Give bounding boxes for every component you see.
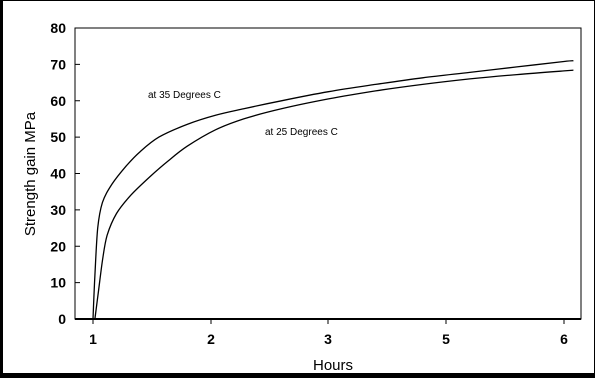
series-layer [92, 60, 574, 320]
x-tick-label: 3 [324, 331, 332, 347]
y-axis-ticks: 0 10 20 30 40 50 60 70 80 [50, 20, 80, 327]
x-tick-label: 5 [442, 331, 450, 347]
y-tick-label: 0 [58, 311, 66, 327]
x-tick-label: 2 [207, 331, 215, 347]
figure-border-left-heavy [0, 0, 3, 378]
y-tick-label: 20 [50, 238, 66, 254]
y-tick-label: 40 [50, 166, 66, 182]
y-tick-label: 70 [50, 56, 66, 72]
y-axis-title: Strength gain MPa [22, 111, 39, 236]
annotation-25-degrees: at 25 Degrees C [265, 127, 338, 138]
x-tick-label: 6 [560, 331, 568, 347]
y-tick-label: 60 [50, 93, 66, 109]
series-line-35-degrees [92, 60, 574, 320]
y-tick-label: 50 [50, 129, 66, 145]
annotation-layer: at 35 Degrees C at 25 Degrees C [148, 90, 338, 138]
y-tick-label: 10 [50, 275, 66, 291]
y-tick-label: 30 [50, 202, 66, 218]
figure-border-bottom-heavy [0, 373, 595, 378]
annotation-35-degrees: at 35 Degrees C [148, 90, 221, 101]
series-line-25-degrees [94, 69, 574, 320]
y-tick-label: 80 [50, 20, 66, 36]
plot-area [74, 27, 582, 320]
x-axis-title: Hours [313, 357, 353, 374]
x-tick-label: 1 [89, 331, 97, 347]
